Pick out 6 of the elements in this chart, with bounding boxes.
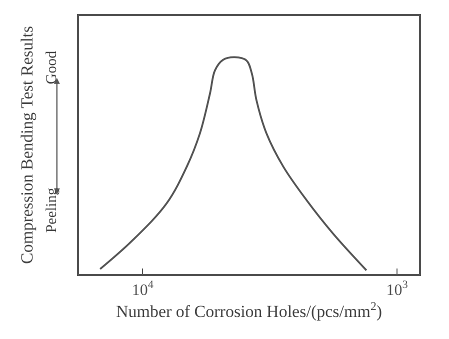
text: Peeling (44, 187, 60, 233)
x-tick-label: 10$^{4}$ (132, 279, 154, 299)
y-axis-title: Compression Bending Test Results (17, 26, 36, 264)
text: Good (44, 50, 60, 84)
x-tick-label: 10$^{3}$ (386, 279, 408, 299)
x-axis-title: Number of Corrosion Holes/(pcs/mm$^{2}$) (116, 298, 382, 322)
